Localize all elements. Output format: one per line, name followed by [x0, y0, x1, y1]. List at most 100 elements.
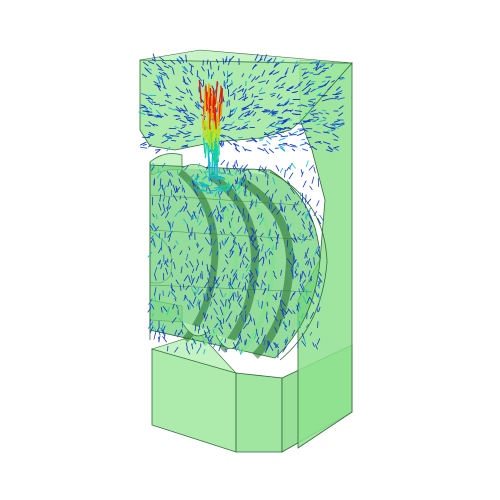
groove-highlight-2 — [224, 176, 276, 355]
velocity-vector — [209, 225, 212, 231]
velocity-vector — [179, 119, 187, 124]
velocity-vector — [170, 258, 173, 263]
velocity-vector — [208, 212, 212, 218]
velocity-vector — [183, 78, 187, 85]
velocity-vector — [179, 90, 186, 95]
velocity-vector — [261, 327, 264, 336]
velocity-vector — [315, 251, 321, 259]
velocity-vector — [305, 260, 308, 265]
velocity-vector — [249, 202, 254, 210]
velocity-vector — [198, 288, 204, 296]
velocity-vector — [228, 303, 231, 309]
top-block-upper-face — [139, 49, 353, 64]
velocity-vector — [289, 109, 294, 113]
velocity-vector — [280, 135, 289, 138]
velocity-vector — [294, 84, 301, 90]
velocity-vector — [269, 92, 276, 95]
velocity-vector — [178, 317, 182, 322]
velocity-vector — [154, 149, 161, 151]
velocity-vector — [198, 247, 204, 254]
velocity-vector — [179, 107, 186, 112]
velocity-vector — [163, 184, 168, 190]
velocity-vector — [154, 83, 161, 87]
velocity-vector — [214, 276, 218, 285]
velocity-vector — [279, 167, 284, 173]
velocity-vector — [292, 130, 299, 135]
velocity-vector — [213, 307, 219, 315]
velocity-vector — [310, 113, 315, 116]
velocity-vector — [203, 227, 209, 235]
velocity-vector — [165, 211, 169, 219]
velocity-vector — [221, 134, 227, 137]
velocity-vector — [201, 66, 205, 72]
velocity-vector — [312, 101, 316, 106]
velocity-vector — [306, 296, 311, 304]
velocity-vector — [300, 169, 303, 175]
velocity-vector — [278, 137, 286, 141]
velocity-vector — [154, 287, 157, 296]
velocity-vector — [256, 336, 260, 343]
velocity-vector — [209, 178, 213, 182]
velocity-vector — [329, 97, 334, 100]
velocity-vector — [292, 271, 294, 280]
velocity-vector — [185, 342, 188, 349]
velocity-vector — [292, 310, 296, 315]
velocity-vector — [322, 67, 329, 70]
velocity-vector — [201, 205, 205, 213]
velocity-vector — [274, 343, 279, 349]
velocity-vector — [301, 218, 305, 224]
velocity-vector — [204, 142, 208, 159]
velocity-vector — [202, 323, 204, 329]
velocity-vector — [161, 162, 166, 168]
velocity-vector — [148, 134, 154, 137]
velocity-vector — [222, 140, 225, 146]
velocity-vector — [338, 122, 345, 126]
velocity-vector — [253, 255, 258, 263]
velocity-vector — [203, 183, 210, 187]
velocity-vector — [182, 144, 187, 147]
velocity-vector — [279, 146, 285, 152]
velocity-vector — [317, 295, 322, 301]
velocity-vector — [187, 304, 190, 311]
velocity-vector — [269, 251, 271, 256]
velocity-vector — [225, 314, 231, 322]
velocity-vector — [266, 301, 269, 307]
velocity-vector — [170, 59, 176, 65]
velocity-vector — [300, 119, 308, 122]
velocity-vector — [278, 96, 283, 100]
velocity-vector — [270, 251, 274, 256]
velocity-vector — [216, 283, 219, 288]
velocity-vector — [190, 116, 196, 120]
velocity-vector — [259, 217, 265, 226]
velocity-vector — [169, 172, 174, 178]
velocity-vector — [207, 113, 210, 139]
velocity-vector — [233, 185, 237, 190]
velocity-vector — [171, 317, 177, 324]
velocity-vector — [241, 273, 245, 280]
velocity-vector — [258, 256, 264, 263]
velocity-vector — [314, 140, 321, 144]
velocity-vector — [196, 347, 201, 354]
velocity-vector — [261, 167, 265, 172]
velocity-vector — [196, 243, 199, 248]
velocity-vector — [256, 282, 260, 287]
velocity-vector — [268, 109, 274, 116]
velocity-vector — [256, 176, 258, 182]
velocity-vector — [251, 138, 257, 143]
velocity-vector — [192, 210, 197, 219]
velocity-vector — [166, 146, 171, 152]
velocity-vector — [293, 257, 296, 261]
velocity-vector — [232, 236, 236, 244]
velocity-vector — [274, 220, 277, 230]
velocity-vector — [219, 184, 225, 189]
velocity-vector — [289, 134, 297, 136]
velocity-vector — [256, 58, 263, 63]
velocity-vector — [244, 310, 247, 315]
velocity-vector — [239, 262, 242, 268]
velocity-vector — [152, 213, 155, 218]
velocity-vector — [213, 298, 218, 305]
velocity-vector — [275, 292, 278, 301]
velocity-vector — [149, 106, 153, 111]
velocity-vector — [282, 126, 290, 130]
velocity-vector — [196, 259, 200, 266]
